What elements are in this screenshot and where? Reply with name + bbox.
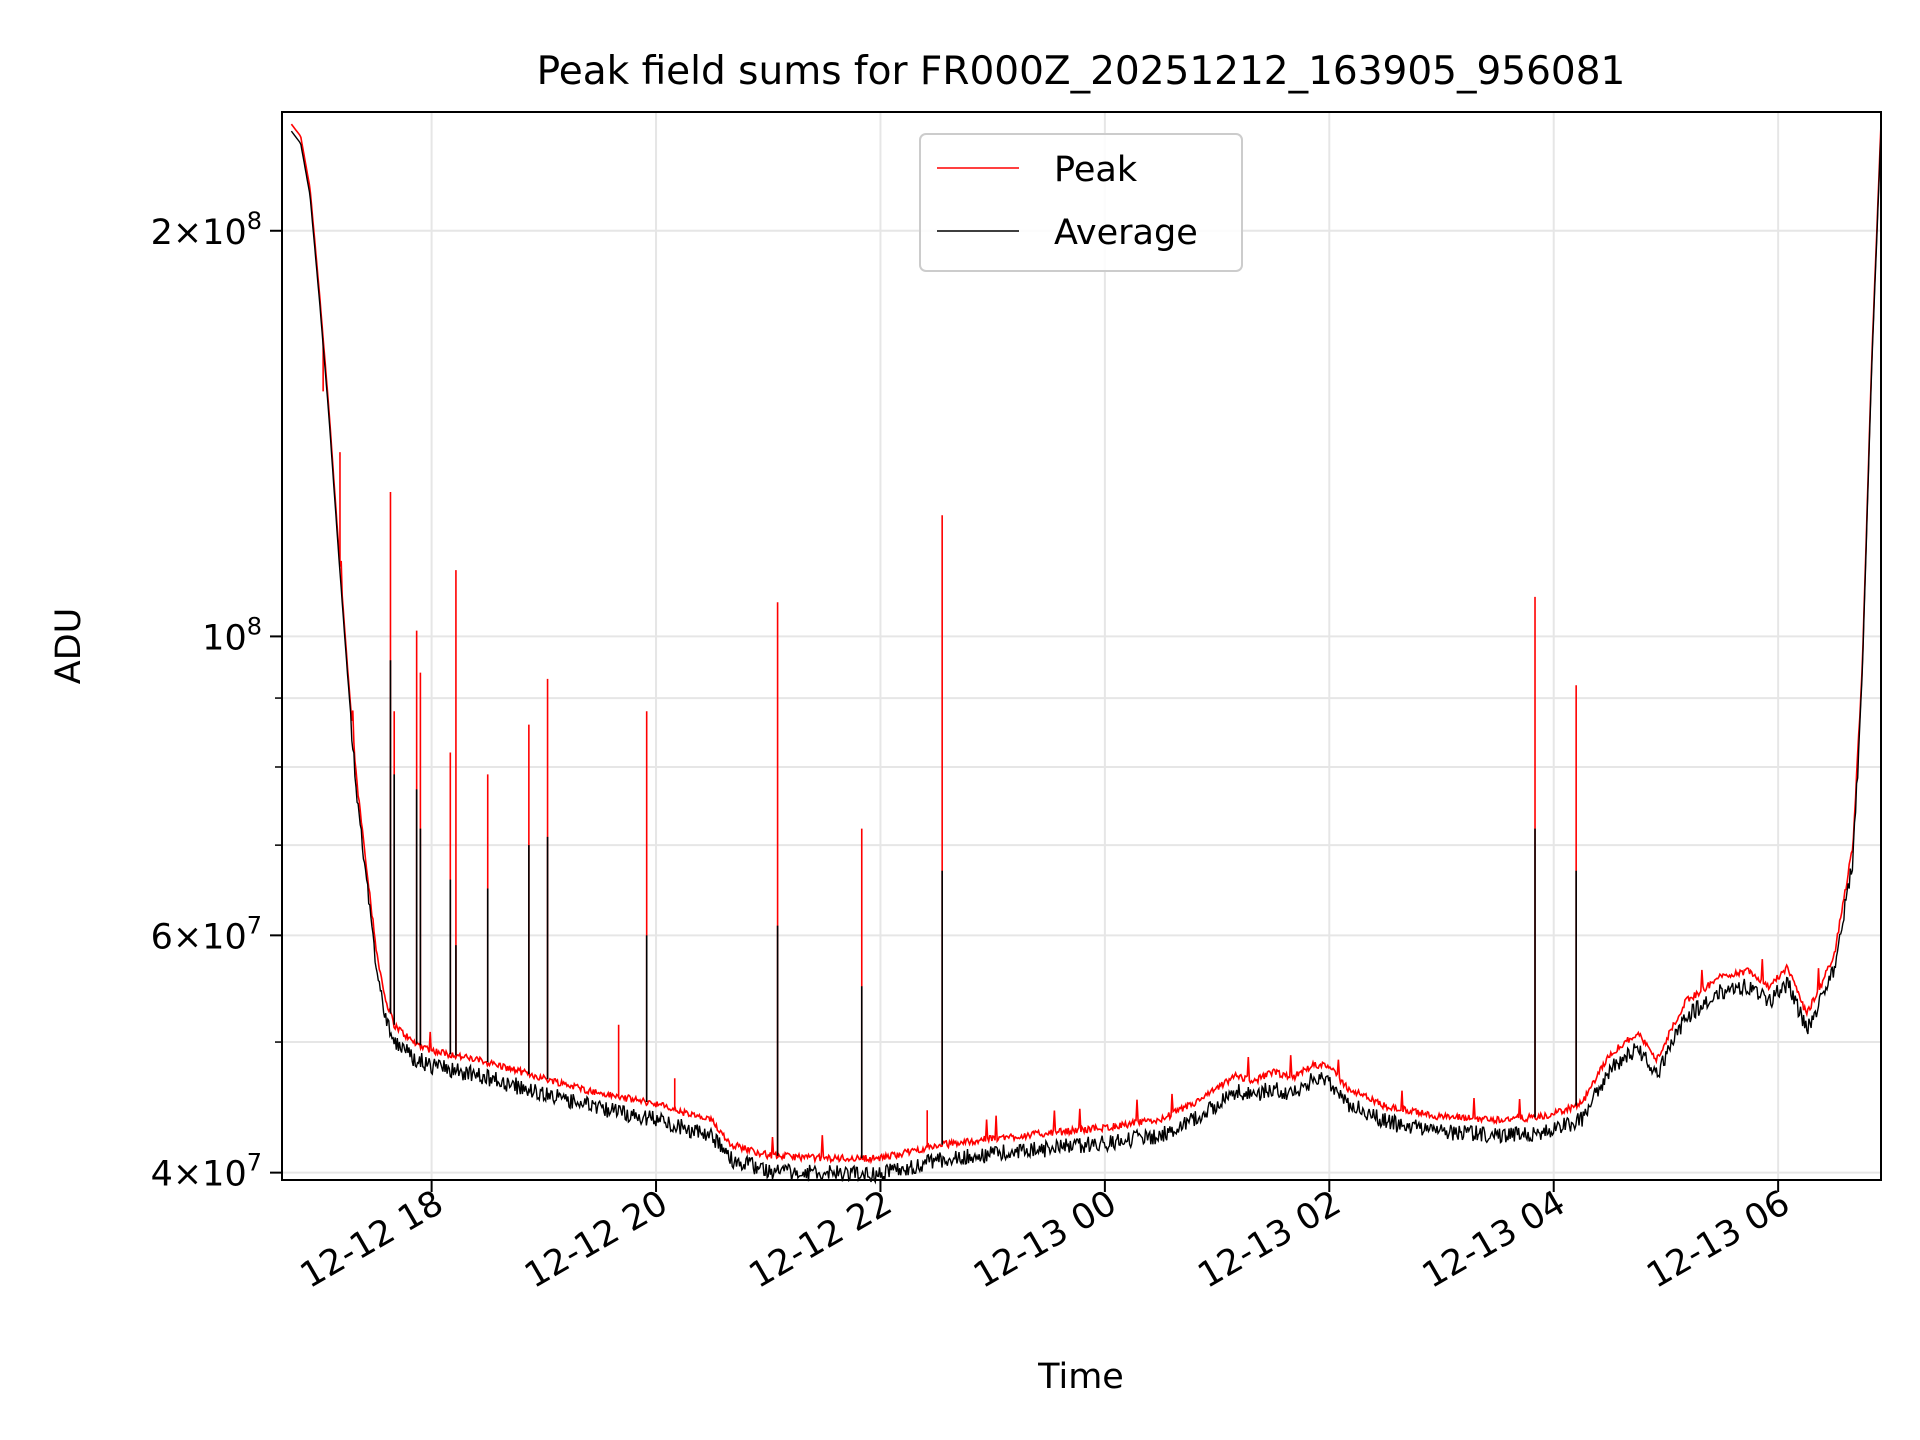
- y-tick-label: 4×107: [151, 1149, 262, 1195]
- y-tick-label: 6×107: [151, 911, 262, 957]
- series-line-peak: [290, 123, 1882, 1165]
- y-tick-label: 2×108: [151, 207, 262, 253]
- legend: Peak Average: [919, 133, 1243, 272]
- y-tick-label: 108: [202, 612, 262, 658]
- grid: [282, 112, 1881, 1180]
- legend-label-peak: Peak: [1054, 150, 1138, 190]
- y-axis: 4×107 6×107 108 2×108: [151, 207, 282, 1195]
- y-axis-label: ADU: [49, 608, 89, 685]
- series-layer: [290, 123, 1882, 1185]
- plot-frame: [281, 111, 1882, 1181]
- legend-label-average: Average: [1054, 213, 1198, 253]
- x-axis-label: Time: [1037, 1357, 1124, 1397]
- chart-title: Peak field sums for FR000Z_20251212_1639…: [537, 49, 1626, 94]
- series-line-average: [290, 130, 1882, 1185]
